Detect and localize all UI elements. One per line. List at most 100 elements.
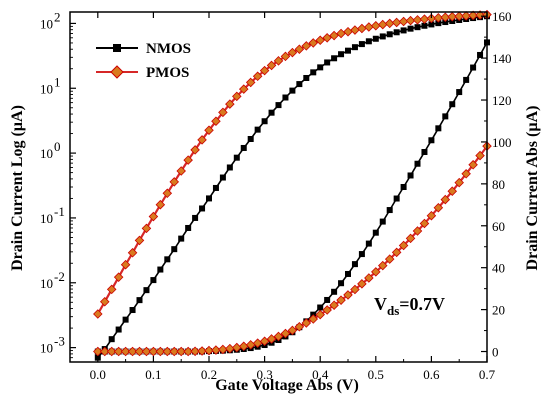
y-left-tick-label-2: 10: [40, 211, 53, 226]
point-nmos-linear-43: [393, 195, 400, 202]
y-left-tick-exp-2: -1: [54, 204, 65, 219]
point-nmos-linear-45: [407, 172, 414, 179]
point-pmos-linear-51: [447, 186, 458, 196]
point-nmos-log-26: [275, 102, 282, 109]
point-pmos-log-28: [287, 47, 298, 58]
point-nmos-log-49: [435, 20, 442, 27]
point-nmos-linear-40: [372, 229, 379, 236]
point-pmos-log-18: [218, 107, 228, 118]
point-pmos-log-53: [461, 11, 471, 21]
point-nmos-log-17: [212, 184, 219, 191]
point-pmos-log-30: [301, 41, 312, 51]
point-nmos-log-22: [247, 135, 254, 142]
point-nmos-linear-32: [317, 304, 324, 311]
point-pmos-log-5: [127, 248, 138, 258]
legend-marker-pmos: [110, 65, 124, 79]
point-pmos-linear-50: [440, 194, 451, 205]
point-nmos-log-44: [400, 27, 407, 34]
point-nmos-log-8: [150, 277, 157, 284]
point-pmos-linear-15: [197, 346, 207, 356]
y-right-tick-label-4: 80: [492, 177, 505, 192]
point-nmos-log-18: [219, 174, 226, 181]
point-nmos-log-13: [185, 224, 192, 231]
point-pmos-linear-54: [468, 160, 478, 170]
point-pmos-linear-31: [308, 314, 319, 324]
point-nmos-linear-41: [379, 218, 386, 225]
y-left-tick-exp-5: 2: [54, 9, 61, 24]
y-left-tick-label-3: 10: [40, 146, 53, 161]
y-right-tick-label-2: 40: [492, 261, 505, 276]
point-pmos-linear-24: [259, 336, 270, 347]
legend-label-nmos: NMOS: [146, 41, 191, 57]
point-pmos-log-15: [197, 135, 207, 145]
point-nmos-linear-42: [386, 207, 393, 214]
y-left-tick-label-0: 10: [40, 341, 53, 356]
point-nmos-linear-36: [345, 270, 351, 277]
vds-annotation-base: V: [374, 294, 387, 314]
x-tick-label-7: 0.7: [479, 367, 496, 382]
point-pmos-log-31: [308, 38, 319, 48]
point-pmos-log-7: [141, 223, 152, 234]
point-nmos-log-41: [379, 33, 386, 40]
point-pmos-linear-35: [336, 295, 346, 305]
point-pmos-linear-4: [120, 346, 131, 357]
point-nmos-log-28: [289, 87, 296, 94]
x-tick-label-6: 0.6: [423, 367, 440, 382]
x-tick-label-4: 0.4: [312, 367, 329, 382]
point-pmos-log-29: [294, 44, 305, 54]
point-nmos-log-21: [240, 144, 247, 151]
point-nmos-log-5: [129, 307, 136, 314]
point-pmos-linear-0: [93, 346, 103, 357]
point-nmos-log-30: [303, 74, 310, 81]
point-pmos-linear-32: [315, 309, 325, 320]
point-nmos-linear-51: [449, 101, 456, 108]
point-nmos-linear-54: [470, 64, 477, 71]
point-pmos-linear-17: [211, 345, 221, 355]
point-pmos-linear-25: [266, 334, 277, 344]
y-right-tick-label-5: 100: [492, 135, 512, 150]
point-pmos-linear-39: [364, 273, 374, 283]
point-nmos-log-33: [324, 59, 331, 66]
y-left-tick-exp-3: 0: [54, 139, 61, 154]
point-pmos-linear-34: [329, 300, 339, 310]
point-nmos-log-35: [338, 51, 345, 58]
point-pmos-linear-13: [183, 346, 193, 357]
vds-annotation: Vds=0.7V: [374, 294, 445, 318]
point-nmos-linear-39: [365, 240, 372, 247]
point-pmos-log-20: [232, 91, 242, 102]
point-pmos-log-21: [238, 84, 249, 94]
point-nmos-log-50: [442, 19, 449, 26]
legend: NMOS PMOS: [96, 41, 191, 81]
point-nmos-linear-50: [442, 113, 449, 120]
point-pmos-log-9: [155, 199, 166, 210]
point-pmos-linear-2: [106, 346, 117, 357]
point-nmos-log-37: [351, 44, 358, 51]
point-pmos-log-46: [412, 15, 423, 25]
point-nmos-log-42: [386, 31, 393, 38]
point-nmos-log-48: [428, 21, 435, 28]
point-pmos-linear-44: [398, 240, 409, 251]
point-pmos-linear-14: [190, 346, 200, 357]
point-pmos-log-48: [426, 13, 437, 24]
point-pmos-linear-45: [405, 233, 416, 244]
vds-annotation-sub: ds: [387, 303, 399, 318]
point-nmos-log-34: [331, 55, 338, 62]
point-nmos-log-24: [261, 118, 268, 125]
y-left-tick-label-1: 10: [40, 276, 53, 291]
point-pmos-linear-40: [371, 267, 381, 277]
point-nmos-log-15: [199, 205, 206, 212]
point-pmos-linear-7: [141, 346, 152, 357]
y-right-tick-label-1: 20: [492, 303, 505, 318]
point-nmos-linear-38: [358, 251, 365, 258]
point-pmos-linear-37: [350, 284, 360, 295]
x-tick-label-3: 0.3: [256, 367, 272, 382]
point-pmos-log-26: [273, 56, 284, 66]
point-nmos-log-19: [226, 164, 233, 171]
point-nmos-linear-33: [324, 296, 331, 303]
point-pmos-linear-38: [357, 279, 367, 289]
point-pmos-log-1: [99, 296, 110, 307]
x-tick-label-1: 0.1: [145, 367, 161, 382]
point-pmos-linear-12: [176, 346, 186, 357]
y-left-tick-label-5: 10: [40, 16, 53, 31]
legend-marker-nmos: [113, 44, 121, 52]
